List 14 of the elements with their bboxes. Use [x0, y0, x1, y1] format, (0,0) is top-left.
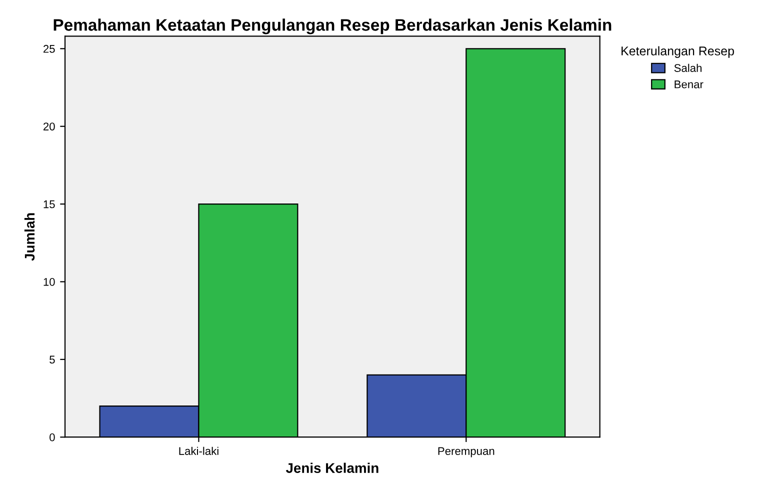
y-tick-label: 10	[44, 278, 55, 286]
legend-label: Salah	[674, 64, 702, 72]
chart-title: Pemahaman Ketaatan Pengulangan Resep Berdasarkan Jenis Kelamin	[54, 18, 612, 34]
x-tick-label: Perempuan	[438, 447, 494, 458]
y-axis-title: Jumlah	[24, 213, 35, 261]
x-axis-title: Jenis Kelamin	[286, 462, 378, 473]
x-tick-label: Laki-laki	[179, 446, 218, 455]
y-tick-label: 25	[43, 44, 55, 53]
legend-title: Keterulangan Resep	[622, 46, 734, 58]
y-tick-label: 20	[43, 122, 55, 130]
y-tick-label: 5	[50, 356, 55, 364]
y-tick-label: 0	[50, 433, 55, 442]
legend-label: Benar	[674, 80, 704, 88]
y-tick-label: 15	[44, 200, 55, 208]
